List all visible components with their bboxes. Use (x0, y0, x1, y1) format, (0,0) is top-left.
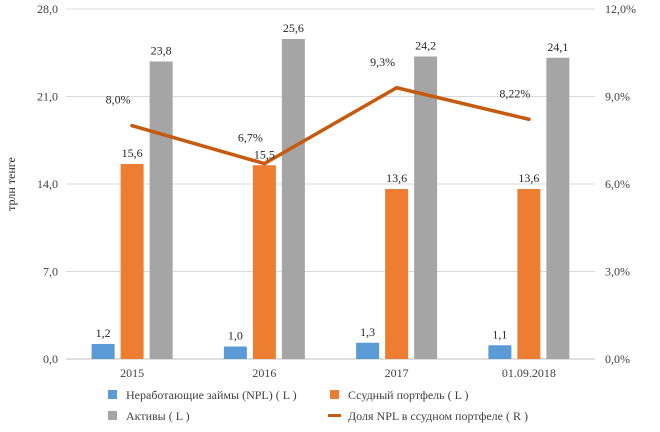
bar-data-label: 1,1 (492, 327, 507, 341)
y-tick-label-right: 0,0% (605, 352, 630, 366)
bar-data-label: 15,6 (122, 146, 143, 160)
x-tick-label: 2016 (252, 366, 276, 380)
bar (223, 346, 247, 359)
bar (414, 56, 438, 359)
bar-data-label: 24,1 (547, 40, 568, 54)
bar (120, 164, 144, 359)
legend-label: Активы ( L ) (126, 409, 190, 423)
y-tick-label-right: 12,0% (605, 2, 636, 16)
legend-label: Ссудный портфель ( L ) (348, 388, 469, 402)
line-data-label: 6,7% (238, 131, 263, 145)
y-tick-label-right: 3,0% (605, 265, 630, 279)
bar-data-label: 13,6 (386, 171, 407, 185)
bar (149, 61, 173, 359)
y-tick-label-left: 28,0 (37, 2, 58, 16)
data-labels: 1,2 15,6 23,8 1,0 15,5 25,6 1,3 13,6 24,2 1,1 13,6… (96, 21, 569, 343)
bar (91, 344, 115, 359)
bar-data-label: 15,5 (254, 147, 275, 161)
y-tick-label-left: 0,0 (43, 352, 58, 366)
y-tick-label-left: 7,0 (43, 265, 58, 279)
bar (517, 189, 541, 359)
axes: 0,0 0,0% 7,0 3,0% 14,0 6,0% 21,0 9,0% 28,0 12,0% т… (4, 2, 636, 380)
line-npl-share (130, 86, 531, 166)
bar-data-label: 1,0 (228, 329, 243, 343)
legend: Неработающие займы (NPL) ( L ) Ссудный по… (108, 388, 528, 423)
legend-swatch (108, 411, 117, 420)
x-tick-label: 01.09.2018 (502, 366, 556, 380)
legend-label: Доля NPL в ссудном портфеле ( R ) (348, 409, 528, 423)
line-data-label: 8,0% (106, 93, 131, 107)
bar (281, 39, 305, 359)
gridlines (66, 8, 595, 360)
bar (546, 57, 570, 359)
y-tick-label-left: 14,0 (37, 177, 58, 191)
line-point (527, 117, 531, 122)
line-point (394, 85, 399, 90)
line-data-label: 9,3% (370, 55, 395, 69)
bar-data-label: 23,8 (151, 44, 172, 58)
bar-data-label: 25,6 (283, 21, 304, 35)
bar-data-label: 1,3 (360, 325, 375, 339)
line-point (130, 123, 134, 128)
bar (356, 342, 380, 359)
line-point (262, 161, 267, 166)
bar-data-label: 24,2 (415, 39, 436, 53)
x-tick-label: 2017 (385, 366, 409, 380)
bar-data-label: 13,6 (518, 171, 539, 185)
line-series (130, 85, 531, 166)
y-tick-label-left: 21,0 (37, 90, 58, 104)
bar (488, 345, 512, 359)
bar-data-label: 1,2 (96, 326, 111, 340)
x-tick-label: 2015 (120, 366, 144, 380)
bar (252, 165, 276, 359)
y-tick-label-right: 6,0% (605, 177, 630, 191)
legend-swatch (108, 390, 117, 399)
legend-swatch (330, 390, 339, 399)
line-data-label: 8,22% (499, 86, 530, 100)
y-tick-label-right: 9,0% (605, 90, 630, 104)
y-axis-title: трлн тенге (4, 157, 18, 211)
bar (385, 189, 409, 359)
legend-label: Неработающие займы (NPL) ( L ) (126, 388, 297, 402)
bars (91, 39, 570, 359)
